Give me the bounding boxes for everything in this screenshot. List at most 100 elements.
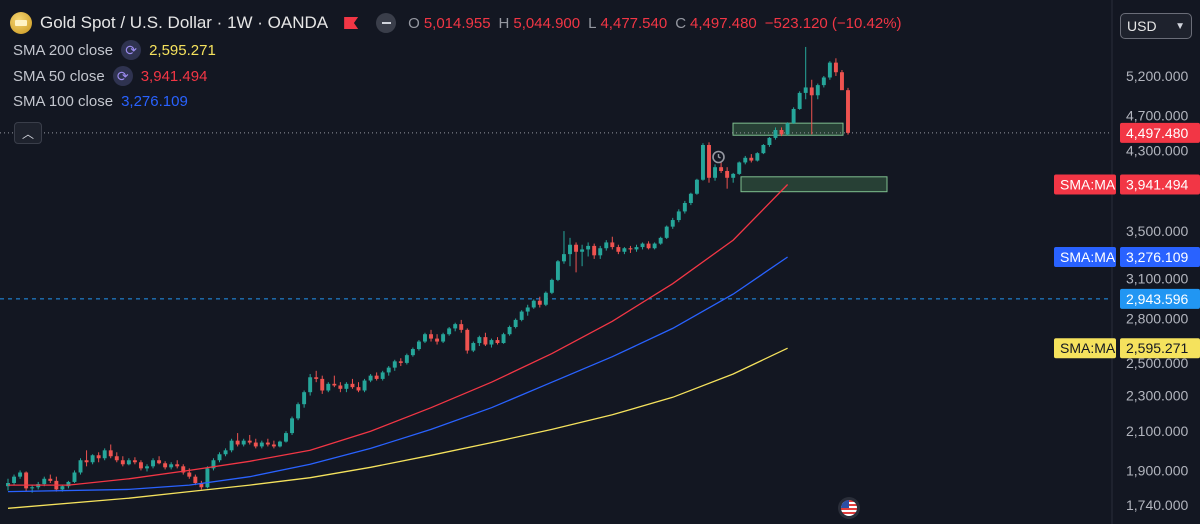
candle-body — [181, 466, 186, 473]
candle — [592, 243, 597, 259]
flag-icon[interactable] — [344, 17, 359, 29]
price-label-box — [1120, 174, 1200, 195]
candle-body — [622, 248, 627, 252]
candle-body — [507, 326, 512, 335]
price-axis: 5,200.000 4,700.000 4,300.000 3,500.000 3,10… — [1111, 0, 1188, 524]
us-flag-icon[interactable] — [838, 497, 860, 519]
candle — [435, 334, 440, 345]
indicator-sma100[interactable]: SMA 100 close 3,276.109 — [13, 93, 188, 110]
candle — [247, 434, 252, 445]
candle-body — [646, 243, 651, 249]
candle — [610, 236, 615, 250]
candle — [356, 382, 361, 393]
candle-body — [447, 328, 452, 335]
candle — [120, 456, 125, 467]
ma-tag-text: SMA:MA — [1060, 249, 1116, 265]
candle — [483, 332, 488, 347]
minus-icon[interactable] — [376, 13, 397, 33]
candle — [531, 299, 536, 309]
candle — [604, 240, 609, 251]
candle — [157, 456, 162, 465]
candle — [72, 470, 77, 483]
candle — [151, 458, 155, 469]
candle-body — [114, 456, 119, 461]
candle — [453, 322, 458, 332]
candle — [416, 340, 421, 351]
candle — [821, 75, 826, 88]
candle — [78, 458, 83, 475]
settings-spin-icon[interactable]: ⟳ — [112, 66, 133, 86]
ohlc-low-value: 4,477.540 — [600, 14, 668, 32]
candle-body — [562, 254, 566, 262]
candle-body — [574, 244, 579, 252]
indicator-value: 2,595.271 — [149, 41, 216, 59]
candle-body — [628, 248, 633, 250]
candle-body — [145, 466, 149, 469]
ohlc-values: O 5,014.955 H 5,044.900 L 4,477.540 C 4,497.… — [408, 15, 905, 32]
candle — [398, 358, 403, 367]
y-tick-label: 2,300.000 — [1126, 388, 1188, 404]
candle — [549, 278, 554, 295]
candle-body — [404, 355, 409, 363]
candle-body — [682, 203, 687, 212]
candle-body — [157, 460, 162, 464]
y-tick-label: 3,500.000 — [1126, 223, 1188, 239]
candle-body — [743, 157, 748, 163]
candle — [362, 378, 367, 393]
candle — [519, 310, 524, 322]
candle-body — [223, 450, 228, 455]
candle — [18, 470, 23, 479]
candle — [84, 450, 89, 467]
price-label-text: 4,497.480 — [1126, 125, 1188, 141]
indicator-label: SMA 200 close — [13, 41, 114, 59]
candle-body — [229, 440, 234, 451]
candle — [429, 329, 433, 342]
candle — [640, 242, 645, 250]
indicator-label: SMA 100 close — [13, 93, 114, 110]
price-label-box — [1120, 338, 1200, 359]
candle-body — [501, 334, 506, 344]
collapse-indicators-button[interactable]: ︿ — [14, 122, 42, 144]
candle-body — [537, 300, 542, 305]
candle-body — [707, 144, 711, 178]
candle-body — [398, 361, 403, 363]
settings-spin-icon[interactable]: ⟳ — [121, 40, 142, 60]
currency-select[interactable]: USD ▼ — [1120, 13, 1192, 39]
candle — [743, 155, 748, 165]
candle-body — [821, 77, 826, 86]
candle — [477, 335, 482, 347]
candle — [12, 474, 17, 486]
candle-body — [151, 460, 155, 467]
candle-body — [586, 245, 591, 250]
candle-body — [96, 455, 101, 459]
candle-body — [199, 482, 204, 488]
indicator-sma200[interactable]: SMA 200 close ⟳ 2,595.271 — [13, 40, 216, 60]
candle — [501, 332, 506, 344]
candle — [513, 318, 518, 329]
indicator-sma50[interactable]: SMA 50 close ⟳ 3,941.494 — [13, 66, 207, 86]
candle — [205, 466, 210, 489]
candle — [749, 154, 754, 163]
candle — [24, 471, 29, 492]
candle — [803, 46, 808, 100]
zones — [732, 122, 888, 193]
candle-body — [749, 157, 754, 161]
alarm-clock-icon[interactable] — [711, 149, 726, 164]
sma-line — [7, 256, 788, 493]
candle-body — [664, 226, 669, 238]
candle — [622, 247, 627, 255]
candle — [169, 462, 174, 470]
candle-body — [839, 72, 844, 91]
candle — [574, 242, 579, 273]
candle-body — [350, 383, 355, 388]
candle-body — [284, 433, 288, 442]
candle-body — [259, 442, 264, 447]
candle-body — [568, 244, 572, 255]
indicator-value: 3,941.494 — [140, 67, 208, 85]
symbol-title[interactable]: Gold Spot / U.S. Dollar · 1W · OANDA — [40, 13, 329, 32]
candle — [598, 245, 603, 259]
candle-body — [755, 153, 760, 161]
candle-body — [604, 242, 609, 249]
y-tick-label: 4,300.000 — [1126, 142, 1188, 158]
